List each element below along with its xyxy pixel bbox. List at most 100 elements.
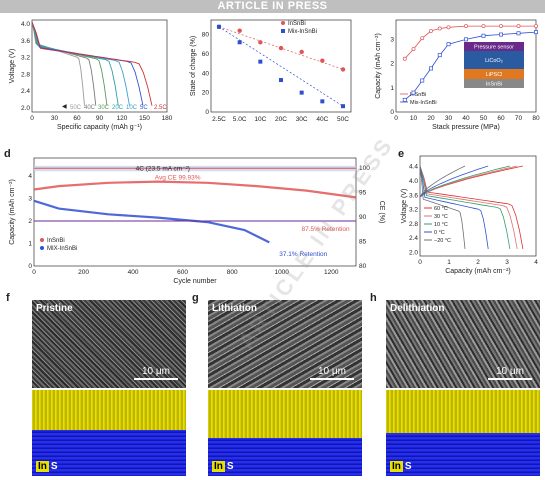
chart-b-ytick-4: 80: [202, 32, 210, 39]
chart-d-xtick-3: 600: [177, 269, 188, 276]
chart-b-point-1-1: [237, 40, 242, 45]
chart-e-xtick-1: 1: [447, 259, 451, 266]
chart-d-annotation-rate: 4C (23.5 mA cm⁻²): [136, 165, 190, 172]
chart-c-point-1-7: [481, 33, 486, 38]
sem-image-pristine: Pristine 10 μm: [32, 300, 186, 388]
chart-b-ytick-1: 20: [202, 90, 210, 97]
chart-a-legend-3: 20C: [112, 105, 124, 111]
chart-c-legend-1: Mix-InSnBi: [410, 100, 437, 106]
chart-b-ylabel: State of charge (%): [190, 36, 197, 96]
chart-e-discharge-line-4: [419, 165, 466, 249]
chart-e-ytick-0: 2.0: [409, 249, 418, 256]
chart-e-ytick-2: 2.8: [409, 221, 418, 228]
chart-c-inset-label-2: LiPSCl: [486, 72, 503, 78]
chart-c-point-1-3: [429, 66, 433, 71]
chart-e-ytick-6: 4.4: [409, 164, 418, 171]
chart-c-xtick-2: 20: [427, 115, 435, 122]
chart-a-series-line-0: [31, 22, 85, 106]
chart-b-point-0-2: [258, 40, 263, 45]
chart-a-xtick-6: 180: [162, 115, 173, 122]
chart-c-capacity-vs-pressure: 0 10 20 30 40 50 60 70 80 0 1 2 3 Stack pressure (MPa…: [375, 19, 540, 131]
chart-a-ytick-0: 2.0: [21, 105, 30, 112]
scale-bar-delithiation: 10 μm: [488, 366, 532, 380]
chart-d-y2tick-3: 95: [359, 189, 367, 196]
chart-d-annotation-retention-blue: 37.1% Retention: [279, 251, 327, 258]
chart-a-ytick-5: 4.0: [21, 21, 30, 28]
chart-a-legend-4: 10C: [126, 105, 138, 111]
eds-legend-delithiation: In S: [390, 461, 412, 472]
chart-d-legend-marker-1: [40, 246, 44, 250]
chart-a-plot-frame: [31, 19, 168, 113]
chart-c-point-0-1: [411, 47, 416, 52]
chart-c-point-0-7: [481, 24, 486, 29]
chart-d-ytick-1: 1: [28, 241, 32, 248]
chart-b-xtick-3: 20C: [275, 116, 287, 123]
chart-e-temperature: 0 1 2 3 4 2.0 2.4 2.8 3.2 3.6 4.0 4.4 Capacity (mAh …: [401, 155, 538, 275]
sem-image-delithiation: Delithiation 10 μm: [386, 300, 540, 388]
sem-title-delithiation: Delithiation: [390, 303, 445, 314]
chart-c-xtick-5: 50: [480, 115, 488, 122]
chart-d-y2tick-1: 85: [359, 238, 367, 245]
eds-legend-lithiation: In S: [212, 461, 234, 472]
chart-d-xlabel: Cycle number: [173, 278, 217, 285]
chart-a-xtick-2: 60: [73, 115, 81, 122]
sem-title-pristine: Pristine: [36, 303, 73, 314]
chart-c-point-1-0: [402, 97, 407, 102]
chart-a-ylabel: Voltage (V): [9, 49, 16, 84]
chart-d-annotation-avg-ce: Avg CE 99.93%: [155, 175, 201, 182]
chart-b-xtick-1: 5.0C: [233, 116, 247, 123]
chart-d-legend-0: InSnBi: [47, 238, 65, 244]
chart-d-cycling: 0 200 400 600 800 1000 1200 0 1 2 3 4 Cycle number Ca…: [9, 157, 385, 285]
chart-d-y2tick-2: 90: [359, 214, 367, 221]
chart-c-xtick-8: 80: [532, 115, 540, 122]
chart-e-plot-frame: [419, 155, 537, 257]
chart-b-legend-0: InSnBi: [288, 21, 306, 27]
chart-c-xtick-6: 60: [497, 115, 505, 122]
chart-c-point-0-0: [402, 56, 407, 61]
chart-a-legend-1: 40C: [84, 105, 96, 111]
chart-b-xtick-2: 10C: [254, 116, 266, 123]
chart-a-xtick-4: 120: [117, 115, 128, 122]
chart-c-xtick-3: 30: [445, 115, 453, 122]
chart-e-legend-3: 0 °C: [434, 230, 445, 236]
chart-e-xlabel: Capacity (mAh cm⁻²): [445, 268, 511, 275]
chart-d-xtick-1: 200: [78, 269, 89, 276]
chart-c-point-0-6: [464, 24, 468, 29]
chart-a-xtick-0: 0: [30, 115, 34, 122]
chart-e-ytick-5: 4.0: [409, 178, 418, 185]
eds-legend-pristine: In S: [36, 461, 58, 472]
chart-a-series-line-5: [31, 21, 144, 106]
chart-e-xtick-3: 3: [505, 259, 509, 266]
sem-title-lithiation: Lithiation: [212, 303, 257, 314]
chart-b-xtick-0: 2.5C: [212, 116, 226, 123]
chart-d-ytick-0: 0: [28, 263, 32, 270]
chart-c-point-0-8: [499, 24, 503, 29]
chart-b-point-0-1: [237, 28, 242, 33]
chart-c-inset-layer-1: [464, 51, 524, 69]
chart-b-point-0-6: [340, 67, 346, 72]
chart-c-ylabel: Capacity (mAh cm⁻²): [375, 33, 382, 99]
chart-c-point-1-10: [534, 30, 538, 35]
chart-c-point-1-2: [420, 78, 425, 83]
chart-c-point-0-5: [446, 25, 451, 30]
chart-b-point-1-6: [341, 104, 345, 109]
chart-e-charge-line-2: [419, 165, 510, 198]
chart-c-inset-layer-0: [464, 42, 524, 51]
scale-bar-lithiation: 10 μm: [310, 366, 354, 380]
chart-e-ylabel: Voltage (V): [401, 189, 408, 224]
chart-e-legend-0: 60 °C: [434, 206, 448, 212]
panel-label-f: f: [6, 292, 10, 304]
chart-b-point-1-2: [258, 59, 263, 64]
chart-a-ytick-4: 3.6: [21, 38, 30, 45]
chart-c-point-1-8: [499, 32, 503, 37]
chart-a-ytick-2: 2.8: [21, 71, 30, 78]
chart-e-ytick-3: 3.2: [409, 207, 418, 214]
chart-b-plot-frame: [210, 19, 352, 113]
chart-b-point-1-5: [320, 99, 325, 104]
chart-d-ylabel: Capacity (mAh cm⁻²): [9, 179, 16, 245]
chart-d-series-line-1: [33, 199, 270, 244]
chart-c-point-0-3: [429, 28, 433, 33]
chart-c-point-0-10: [534, 24, 538, 29]
panel-label-g: g: [192, 292, 199, 304]
chart-c-xtick-4: 40: [462, 115, 470, 122]
